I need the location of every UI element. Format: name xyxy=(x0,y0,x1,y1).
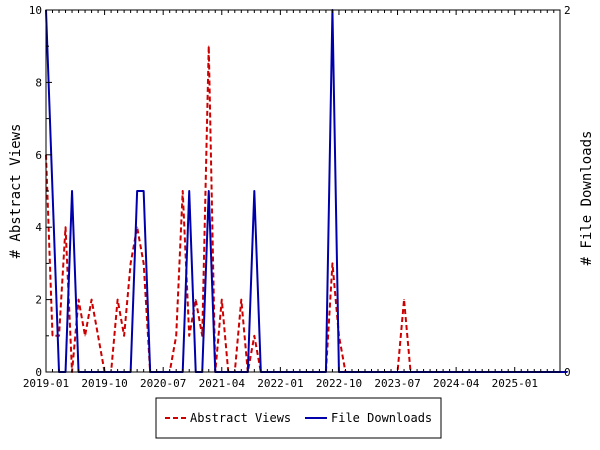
data-point-abstract-views-2020-04 xyxy=(143,262,145,264)
y-tick-label-10: 10 xyxy=(29,4,42,17)
data-point-file-downloads-2019-02 xyxy=(51,190,54,192)
data-point-file-downloads-2020-03 xyxy=(136,190,138,192)
data-point-abstract-views-2020-02 xyxy=(130,262,132,264)
data-point-file-downloads-2025-09 xyxy=(566,371,568,373)
x-tick-label-2023-07: 2023-07 xyxy=(374,377,420,390)
ticks-layer xyxy=(45,9,560,373)
legend-label-file-downloads: File Downloads xyxy=(331,411,432,425)
data-point-file-downloads-2020-04 xyxy=(143,190,145,192)
data-point-abstract-views-2022-09 xyxy=(331,262,334,264)
legend-label-abstract-views: Abstract Views xyxy=(190,411,291,425)
y-tick-label-8: 8 xyxy=(35,76,42,89)
x-tick-label-2022-10: 2022-10 xyxy=(316,377,362,390)
data-point-file-downloads-2019-05 xyxy=(71,190,73,192)
x-tick-label-2025-01: 2025-01 xyxy=(492,377,538,390)
data-point-abstract-views-2021-02 xyxy=(208,45,210,47)
data-point-abstract-views-2019-09 xyxy=(97,335,99,337)
x-tick-label-2024-04: 2024-04 xyxy=(433,377,480,390)
legend-box xyxy=(155,397,442,439)
y2-tick-label-2: 2 xyxy=(564,4,571,17)
data-point-abstract-views-2023-08 xyxy=(403,299,405,301)
y-tick-label-0: 0 xyxy=(35,366,42,379)
data-point-abstract-views-2019-12 xyxy=(117,299,119,301)
data-point-abstract-views-2019-02 xyxy=(51,335,54,337)
legend: Abstract Views File Downloads xyxy=(155,397,442,439)
data-point-abstract-views-2019-04 xyxy=(64,226,67,228)
data-point-abstract-views-2020-11 xyxy=(188,335,190,337)
x-tick-label-2022-01: 2022-01 xyxy=(257,377,303,390)
data-point-abstract-views-2020-10 xyxy=(182,190,184,192)
data-point-file-downloads-2021-09 xyxy=(253,190,255,192)
data-point-abstract-views-2021-09 xyxy=(253,335,255,337)
data-point-abstract-views-2019-07 xyxy=(84,335,86,337)
data-point-abstract-views-2019-06 xyxy=(77,299,80,301)
x-tick-label-2019-01: 2019-01 xyxy=(23,377,69,390)
x-tick-label-2021-04: 2021-04 xyxy=(199,377,246,390)
data-point-abstract-views-2020-01 xyxy=(123,335,125,337)
data-point-abstract-views-2020-12 xyxy=(195,299,197,301)
y-tick-label-4: 4 xyxy=(35,221,42,234)
y-tick-label-2: 2 xyxy=(35,294,42,307)
y2-tick-label-0: 0 xyxy=(564,366,571,379)
data-point-file-downloads-2020-11 xyxy=(188,190,190,192)
y2-axis-title: # File Downloads xyxy=(579,131,595,266)
data-point-abstract-views-2021-07 xyxy=(240,299,242,301)
y-axis-title: # Abstract Views xyxy=(8,124,24,259)
x-tick-label-2019-10: 2019-10 xyxy=(81,377,127,390)
x-tick-label-2020-07: 2020-07 xyxy=(140,377,186,390)
data-point-abstract-views-2020-09 xyxy=(175,335,177,337)
data-point-file-downloads-2021-02 xyxy=(208,190,210,192)
data-point-abstract-views-2019-08 xyxy=(90,299,93,301)
data-point-abstract-views-2021-04 xyxy=(221,299,223,301)
y-tick-label-6: 6 xyxy=(35,149,42,162)
